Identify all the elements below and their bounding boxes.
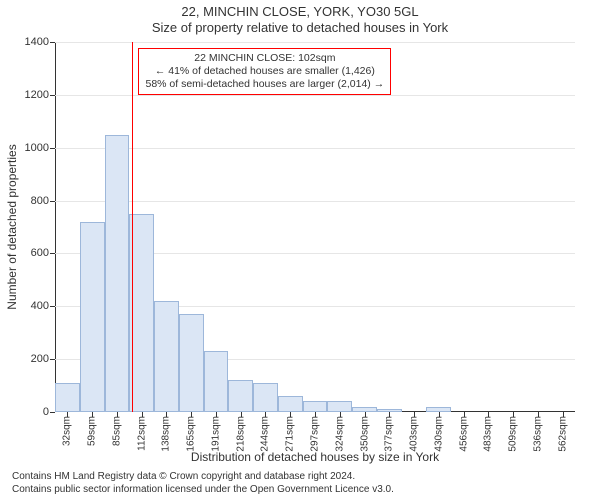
xtick-label: 430sqm [433,416,444,452]
xtick-label: 297sqm [310,416,321,452]
xtick-label: 403sqm [409,416,420,452]
y-axis-line [55,42,56,412]
xtick-label: 191sqm [210,416,221,452]
attribution-line1: Contains HM Land Registry data © Crown c… [12,471,394,484]
ytick-label: 800 [31,195,55,207]
xtick-label: 509sqm [508,416,519,452]
xtick-label: 562sqm [557,416,568,452]
histogram-bar [55,383,80,412]
xtick-label: 165sqm [186,416,197,452]
histogram-bar [253,383,278,412]
histogram-bar [228,380,253,412]
histogram-bar [179,314,204,412]
ytick-label: 1200 [25,89,55,101]
xtick-label: 456sqm [458,416,469,452]
ytick-label: 0 [43,406,55,418]
histogram-bar [327,401,352,412]
ytick-label: 400 [31,300,55,312]
xtick-label: 32sqm [62,416,73,446]
histogram-bar [105,135,130,413]
attribution: Contains HM Land Registry data © Crown c… [12,471,394,496]
xtick-label: 59sqm [87,416,98,446]
xtick-label: 112sqm [136,416,147,451]
y-axis-label: Number of detached properties [5,144,19,309]
xtick-label: 218sqm [235,416,246,452]
ytick-label: 600 [31,247,55,259]
annotation-line: 22 MINCHIN CLOSE: 102sqm [145,52,384,65]
histogram-bar [204,351,229,412]
xtick-label: 244sqm [260,416,271,452]
xtick-label: 350sqm [359,416,370,452]
chart-title-line2: Size of property relative to detached ho… [0,20,600,36]
xtick-label: 85sqm [111,416,122,446]
annotation-line: 58% of semi-detached houses are larger (… [145,78,384,91]
xtick-label: 138sqm [161,416,172,452]
histogram-bar [303,401,328,412]
ytick-label: 1400 [25,36,55,48]
histogram-bar [80,222,105,412]
xtick-label: 324sqm [334,416,345,452]
attribution-line2: Contains public sector information licen… [12,484,394,497]
xtick-label: 271sqm [285,416,296,452]
property-marker-line [132,42,133,412]
histogram-bar [154,301,179,412]
xtick-label: 483sqm [483,416,494,452]
property-annotation: 22 MINCHIN CLOSE: 102sqm← 41% of detache… [138,48,391,95]
xtick-label: 377sqm [384,416,395,452]
annotation-line: ← 41% of detached houses are smaller (1,… [145,65,384,78]
title-block: 22, MINCHIN CLOSE, YORK, YO30 5GL Size o… [0,0,600,35]
plot-area: 020040060080010001200140032sqm59sqm85sqm… [55,42,575,412]
histogram-bar [278,396,303,412]
chart-title-line1: 22, MINCHIN CLOSE, YORK, YO30 5GL [0,4,600,20]
ytick-label: 1000 [25,142,55,154]
chart-container: 22, MINCHIN CLOSE, YORK, YO30 5GL Size o… [0,0,600,500]
x-axis-label: Distribution of detached houses by size … [55,450,575,464]
ytick-label: 200 [31,353,55,365]
xtick-label: 536sqm [532,416,543,452]
